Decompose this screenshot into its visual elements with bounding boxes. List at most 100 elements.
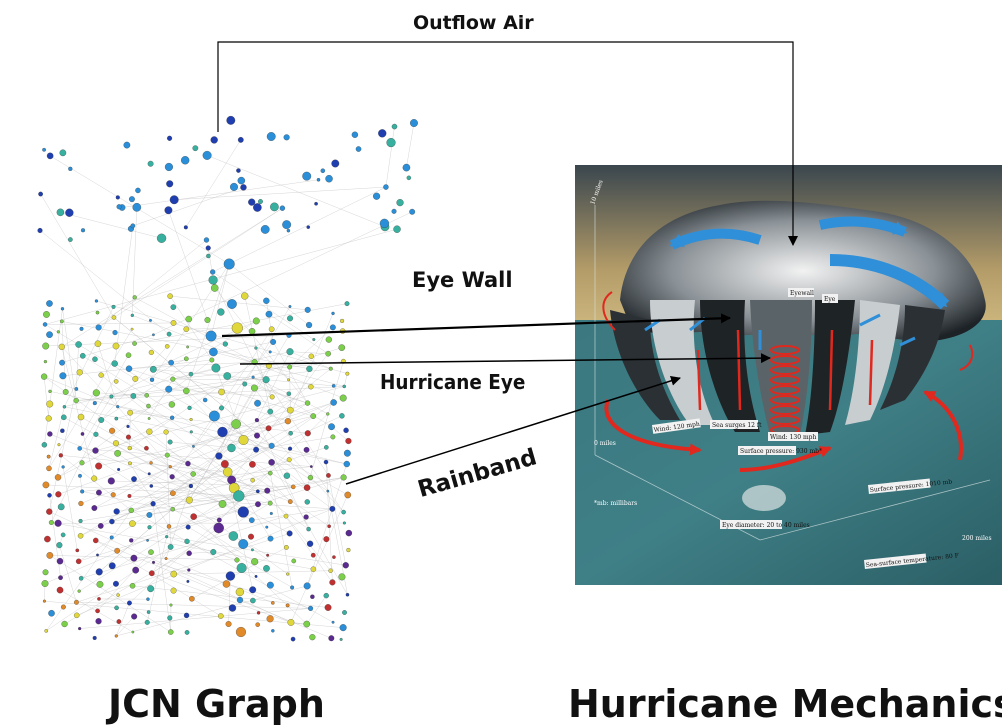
- graph-node: [59, 149, 67, 157]
- graph-edge: [153, 369, 334, 387]
- graph-node: [409, 208, 416, 215]
- graph-node: [147, 160, 154, 167]
- graph-node: [256, 611, 261, 615]
- graph-node: [345, 592, 350, 597]
- graph-node: [328, 635, 335, 642]
- graph-node: [59, 359, 65, 366]
- graph-node: [58, 575, 63, 581]
- graph-node: [164, 344, 170, 349]
- graph-edge: [45, 322, 174, 325]
- graph-node: [127, 600, 132, 606]
- graph-node: [269, 511, 273, 515]
- graph-node: [165, 385, 173, 393]
- graph-node: [286, 228, 291, 233]
- graph-node: [78, 518, 83, 524]
- graph-node: [310, 566, 317, 572]
- graph-node: [341, 509, 346, 515]
- graph-edge: [191, 547, 287, 599]
- graph-node: [254, 418, 259, 423]
- graph-node: [331, 620, 335, 624]
- graph-node: [62, 405, 67, 409]
- graph-edge: [58, 402, 308, 495]
- graph-node: [148, 349, 154, 355]
- graph-node: [192, 145, 199, 152]
- graph-node: [148, 549, 154, 555]
- graph-node: [255, 489, 260, 494]
- graph-edge: [286, 475, 333, 510]
- graph-node: [150, 501, 156, 507]
- graph-node: [80, 489, 85, 494]
- graph-node: [58, 343, 65, 350]
- graph-node: [227, 443, 236, 453]
- graph-edge: [97, 552, 152, 611]
- graph-edge: [94, 485, 191, 509]
- graph-node: [79, 326, 84, 331]
- graph-node: [183, 225, 188, 230]
- graph-edge: [132, 315, 344, 399]
- graph-node: [202, 397, 208, 403]
- graph-node: [55, 491, 62, 498]
- graph-edge: [224, 463, 253, 590]
- graph-node: [42, 322, 48, 327]
- graph-node: [249, 586, 257, 594]
- graph-edge: [174, 186, 386, 200]
- jcn-graph-nodes: [37, 115, 418, 642]
- graph-node: [186, 579, 190, 583]
- graph-node: [109, 394, 114, 399]
- graph-node: [287, 406, 294, 414]
- graph-node: [339, 394, 347, 402]
- graph-node: [254, 432, 260, 439]
- graph-edge: [57, 417, 173, 478]
- graph-node: [60, 428, 65, 433]
- graph-node: [77, 413, 85, 421]
- graph-edge: [122, 179, 319, 208]
- graph-node: [78, 626, 82, 631]
- graph-node: [241, 292, 249, 300]
- graph-node: [131, 476, 137, 482]
- graph-node: [127, 445, 132, 451]
- graph-edge: [81, 515, 287, 579]
- graph-edge: [40, 193, 115, 318]
- graph-node: [331, 384, 336, 388]
- graph-node: [303, 484, 311, 491]
- graph-edge: [79, 448, 255, 562]
- sea-temp-tag: [863, 553, 927, 569]
- graph-node: [123, 141, 131, 149]
- graph-node: [202, 150, 212, 160]
- graph-node: [343, 460, 350, 468]
- graph-edge: [289, 351, 331, 369]
- graph-edge: [116, 585, 308, 637]
- graph-edge: [64, 503, 271, 625]
- graph-node: [166, 524, 172, 529]
- graph-edge: [193, 446, 309, 530]
- graph-node: [111, 360, 118, 367]
- graph-node: [351, 131, 359, 138]
- jcn-graph-edges: [39, 122, 415, 639]
- graph-node: [144, 445, 149, 451]
- graph-node: [186, 345, 189, 349]
- graph-node: [170, 415, 175, 420]
- eye-diameter-disc: [742, 485, 786, 511]
- graph-node: [393, 225, 401, 233]
- outflow-arrow-top: [818, 216, 908, 237]
- graph-edge: [213, 351, 345, 387]
- graph-edge: [113, 317, 272, 446]
- graph-node: [59, 319, 64, 324]
- graph-node: [304, 400, 311, 406]
- graph-node: [132, 203, 142, 212]
- graph-edge: [98, 415, 314, 467]
- graph-node: [250, 384, 258, 392]
- graph-edge: [98, 239, 207, 328]
- graph-node: [386, 138, 396, 148]
- graph-node: [326, 473, 331, 478]
- graph-edge: [82, 466, 312, 492]
- graph-node: [230, 182, 238, 191]
- graph-node: [222, 341, 228, 347]
- graph-node: [307, 474, 314, 481]
- graph-edge: [168, 210, 208, 321]
- graph-node: [254, 399, 261, 407]
- graph-node: [189, 595, 195, 602]
- inflow-arrow-bottom: [739, 446, 832, 472]
- graph-node: [324, 445, 329, 450]
- graph-edge: [39, 230, 170, 335]
